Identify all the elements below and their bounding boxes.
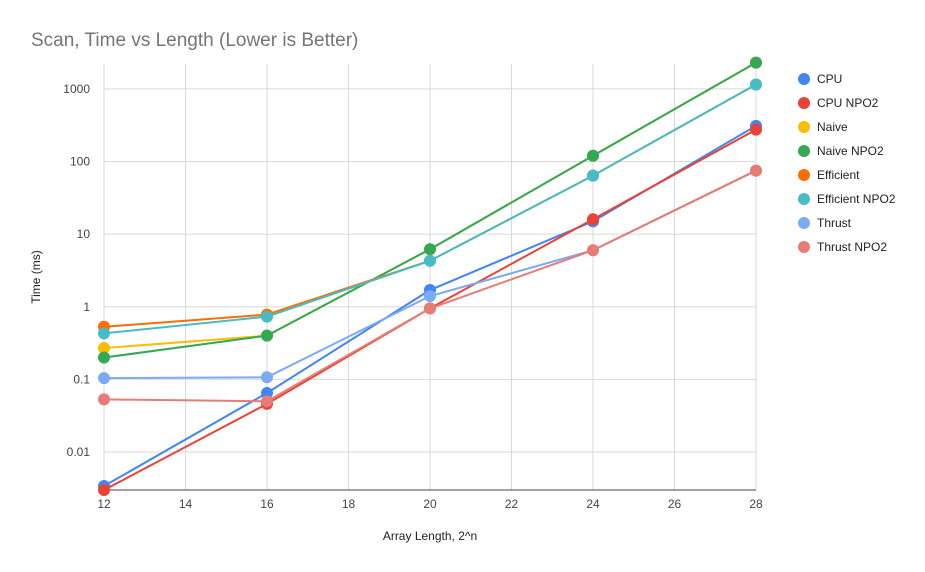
legend: CPU CPU NPO2 Naive Naive NPO2 Efficient Effic… (798, 72, 896, 254)
data-point (424, 302, 436, 315)
y-tick-label: 100 (70, 155, 90, 169)
legend-swatch (798, 97, 810, 109)
legend-swatch (798, 121, 810, 133)
legend-swatch (798, 145, 810, 157)
data-point (261, 310, 273, 323)
legend-item: Naive (798, 120, 848, 134)
legend-item: CPU NPO2 (798, 96, 879, 110)
x-tick-label: 20 (423, 497, 437, 511)
legend-label: Thrust NPO2 (817, 240, 887, 254)
series-thrust-npo2 (98, 164, 762, 408)
data-point (750, 78, 762, 91)
legend-item: CPU (798, 72, 842, 86)
legend-swatch (798, 169, 810, 181)
data-point (261, 386, 273, 399)
legend-label: Naive NPO2 (817, 144, 884, 158)
x-tick-label: 24 (586, 497, 600, 511)
legend-item: Thrust NPO2 (798, 240, 887, 254)
data-point (261, 371, 273, 384)
x-tick-label: 14 (179, 497, 193, 511)
data-point (750, 123, 762, 136)
legend-label: Thrust (817, 216, 852, 230)
data-point (98, 327, 110, 340)
data-point (98, 342, 110, 355)
legend-item: Efficient NPO2 (798, 192, 896, 206)
series-lines (98, 56, 762, 496)
x-tick-label: 22 (505, 497, 519, 511)
data-point (587, 213, 599, 226)
y-tick-label: 1 (83, 300, 90, 314)
legend-swatch (798, 241, 810, 253)
legend-label: CPU NPO2 (817, 96, 879, 110)
x-axis-title: Array Length, 2^n (383, 529, 477, 543)
data-point (587, 244, 599, 257)
legend-label: Efficient NPO2 (817, 192, 896, 206)
y-tick-label: 1000 (63, 82, 90, 96)
data-point (424, 254, 436, 267)
data-point (424, 290, 436, 303)
data-point (98, 484, 110, 496)
data-point (587, 169, 599, 182)
data-point (98, 351, 110, 364)
x-tick-label: 26 (668, 497, 682, 511)
x-tick-label: 12 (97, 497, 111, 511)
data-point (261, 329, 273, 342)
legend-label: Naive (817, 120, 848, 134)
series-efficient-npo2 (98, 78, 762, 340)
data-point (424, 243, 436, 256)
axis-ticks: 12 14 16 18 20 22 24 26 28 0.01 0.1 1 10 100 1000 (63, 82, 763, 511)
legend-item: Thrust (798, 216, 852, 230)
legend-swatch (798, 73, 810, 85)
data-point (750, 164, 762, 177)
legend-swatch (798, 193, 810, 205)
legend-label: Efficient (817, 168, 860, 182)
legend-item: Efficient (798, 168, 860, 182)
grid (103, 64, 757, 491)
legend-item: Naive NPO2 (798, 144, 884, 158)
data-point (750, 56, 762, 69)
x-tick-label: 28 (749, 497, 763, 511)
legend-swatch (798, 217, 810, 229)
y-tick-label: 0.01 (67, 445, 91, 459)
y-tick-label: 0.1 (73, 372, 90, 386)
x-tick-label: 18 (342, 497, 356, 511)
data-point (98, 372, 110, 385)
x-tick-label: 16 (260, 497, 274, 511)
y-axis-title: Time (ms) (29, 250, 43, 304)
data-point (261, 395, 273, 408)
data-point (587, 149, 599, 162)
data-point (98, 393, 110, 406)
legend-label: CPU (817, 72, 842, 86)
series-naive-npo2 (98, 56, 762, 364)
chart-title: Scan, Time vs Length (Lower is Better) (31, 30, 359, 51)
y-tick-label: 10 (77, 227, 91, 241)
